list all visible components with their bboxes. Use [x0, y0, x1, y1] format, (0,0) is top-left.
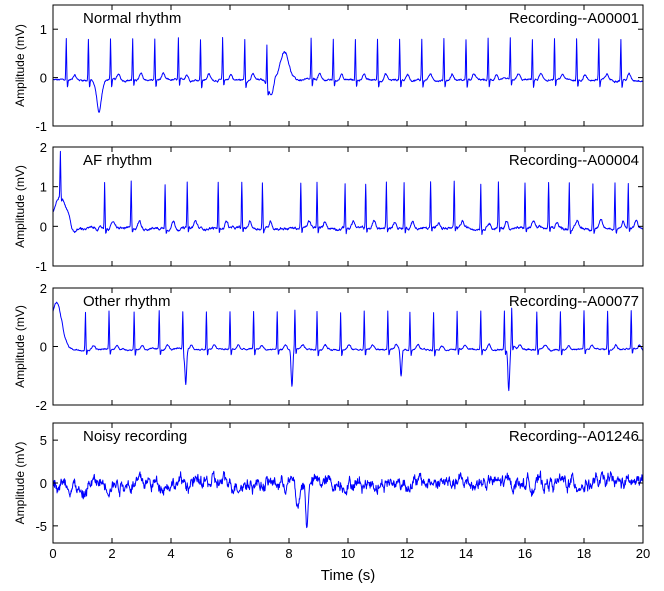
panel-annotation: Recording--A00077	[509, 293, 639, 310]
x-tick-label: 12	[400, 546, 414, 561]
panel-0: -1 0 1 Normal rhythm Recording--A00001 Amplit…	[13, 4, 644, 134]
x-tick-label: 16	[518, 546, 532, 561]
x-tick-label: 6	[226, 546, 233, 561]
y-tick-label: 2	[40, 140, 47, 155]
x-tick-label: 4	[167, 546, 174, 561]
y-axis-label: Amplitude (mV)	[13, 305, 27, 388]
y-tick-label: 0	[40, 340, 47, 355]
y-tick-label: 1	[40, 180, 47, 195]
y-tick-label: 1	[40, 22, 47, 37]
y-axis-label: Amplitude (mV)	[13, 24, 27, 107]
series-line	[52, 470, 644, 529]
y-tick-label: 0	[40, 219, 47, 234]
x-tick-label: 2	[108, 546, 115, 561]
series-line	[52, 301, 644, 392]
x-tick-label: 14	[459, 546, 473, 561]
panel-annotation: Recording--A01246	[509, 428, 639, 445]
y-tick-label: -5	[35, 519, 47, 534]
panel-annotation: Recording--A00004	[509, 152, 639, 169]
y-tick-label: 5	[40, 433, 47, 448]
y-tick-label: -2	[35, 398, 47, 413]
x-tick-label: 18	[577, 546, 591, 561]
y-tick-label: 2	[40, 281, 47, 296]
x-tick-label: 0	[49, 546, 56, 561]
panel-title: Noisy recording	[83, 428, 187, 445]
panel-annotation: Recording--A00001	[509, 10, 639, 27]
panel-title: Other rhythm	[83, 293, 171, 310]
series-line	[52, 150, 644, 235]
panel-2: -2 0 2 Other rhythm Recording--A00077 Amplitu…	[13, 281, 644, 413]
y-axis-label: Amplitude (mV)	[13, 165, 27, 248]
x-tick-label: 20	[636, 546, 650, 561]
panel-title: Normal rhythm	[83, 10, 181, 27]
panel-1: -1 0 1 2 AF rhythm Recording--A00004 Amplitude…	[13, 140, 644, 274]
x-tick-label: 8	[285, 546, 292, 561]
y-tick-label: -1	[35, 259, 47, 274]
y-tick-label: 0	[40, 476, 47, 491]
panel-title: AF rhythm	[83, 152, 152, 169]
y-axis-label: Amplitude (mV)	[13, 442, 27, 525]
series-line	[52, 37, 644, 113]
x-tick-label: 10	[341, 546, 355, 561]
y-tick-label: 0	[40, 71, 47, 86]
x-axis-label: Time (s)	[321, 567, 375, 584]
y-tick-label: -1	[35, 119, 47, 134]
